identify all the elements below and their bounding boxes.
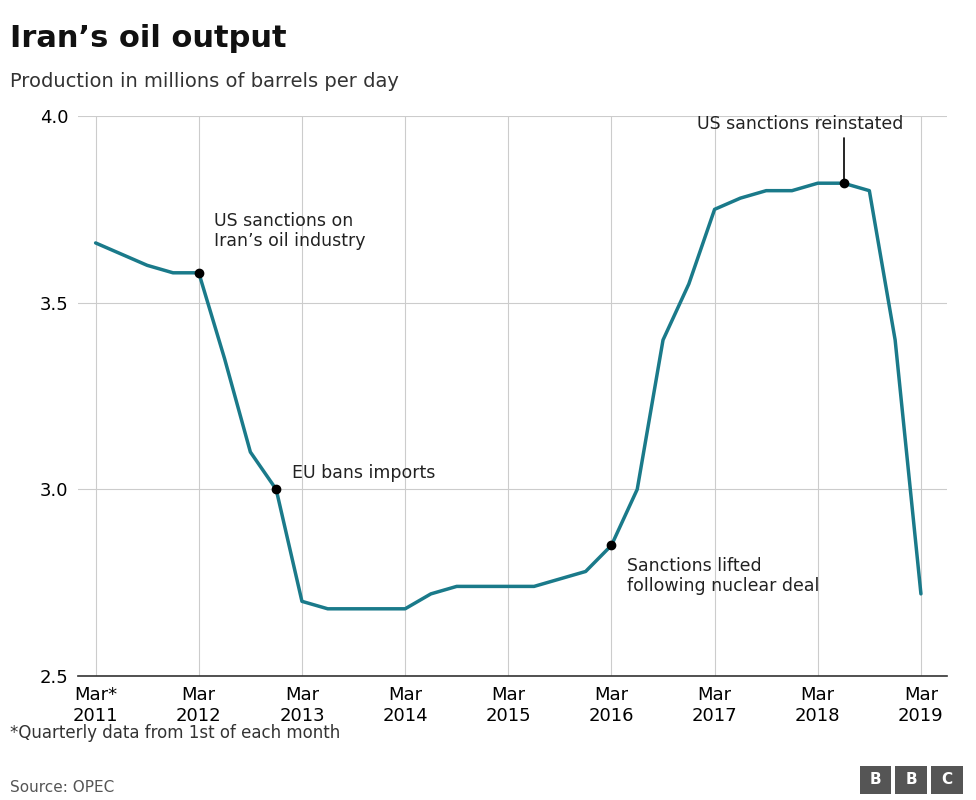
Text: EU bans imports: EU bans imports <box>292 464 435 482</box>
Text: Iran’s oil output: Iran’s oil output <box>10 24 286 53</box>
Text: *Quarterly data from 1st of each month: *Quarterly data from 1st of each month <box>10 724 340 742</box>
Text: US sanctions reinstated: US sanctions reinstated <box>697 114 904 181</box>
FancyBboxPatch shape <box>895 766 927 794</box>
FancyBboxPatch shape <box>860 766 891 794</box>
Text: Production in millions of barrels per day: Production in millions of barrels per da… <box>10 72 398 91</box>
Text: Sanctions lifted
following nuclear deal: Sanctions lifted following nuclear deal <box>627 557 819 595</box>
Text: B: B <box>870 773 881 787</box>
Text: C: C <box>942 773 953 787</box>
FancyBboxPatch shape <box>931 766 962 794</box>
Text: US sanctions on
Iran’s oil industry: US sanctions on Iran’s oil industry <box>215 211 366 250</box>
Text: Source: OPEC: Source: OPEC <box>10 780 114 795</box>
Text: B: B <box>906 773 916 787</box>
